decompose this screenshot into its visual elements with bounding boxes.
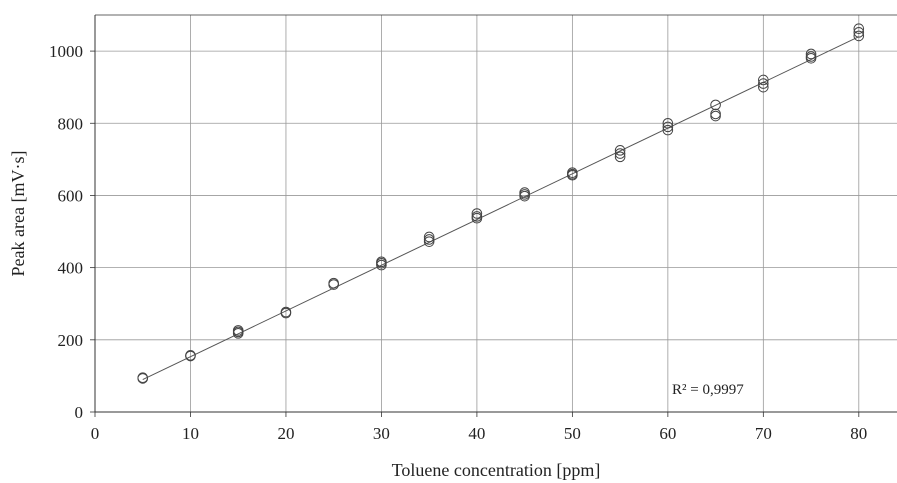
data-point [519,187,530,198]
data-point [614,151,626,163]
data-point [758,81,769,93]
x-tick-label: 10 [182,424,199,443]
x-tick-label: 60 [659,424,676,443]
x-tick-label: 30 [373,424,390,443]
data-point [567,167,578,179]
data-point [328,277,339,289]
x-tick-label: 20 [277,424,294,443]
data-point [423,231,435,243]
data-point [471,208,483,219]
x-tick-label: 70 [755,424,772,443]
data-point [853,23,865,35]
r-squared-annotation: R² = 0,9997 [672,382,744,398]
y-tick-label: 0 [75,403,84,422]
fit-line-group [142,36,860,380]
y-tick-label: 400 [58,259,84,278]
data-point [710,108,721,120]
data-point [137,372,149,384]
grid [95,15,897,412]
y-tick-labels: 0 200 400 600 800 1000 [49,42,83,422]
data-point [758,78,769,89]
data-point [853,27,865,38]
y-axis-title: Peak area [mV·s] [8,151,28,277]
x-tick-labels: 0 10 20 30 40 50 60 70 80 [91,424,868,443]
x-tick-label: 50 [564,424,581,443]
y-tick-label: 200 [58,331,84,350]
data-point [853,30,865,42]
data-points [137,23,865,384]
data-point [710,110,721,122]
data-point [614,145,626,156]
data-point [758,74,769,86]
data-point [280,306,292,318]
y-tick-label: 600 [58,186,84,205]
data-point [376,256,387,268]
data-point [471,211,483,222]
data-point [423,234,435,245]
data-point [662,124,674,136]
x-axis-title: Toluene concentration [ppm] [392,460,601,480]
x-tick-label: 40 [468,424,485,443]
axes [90,14,897,417]
y-tick-label: 800 [58,114,84,133]
x-tick-label: 80 [850,424,867,443]
data-point [232,325,244,336]
data-point [805,51,817,62]
data-point [614,148,626,159]
y-tick-label: 1000 [49,42,83,61]
data-point [805,48,817,60]
x-tick-label: 0 [91,424,100,443]
data-point [710,99,721,111]
data-point [662,117,674,129]
data-point [185,350,196,361]
data-point [662,121,674,133]
fit-line [142,36,860,380]
